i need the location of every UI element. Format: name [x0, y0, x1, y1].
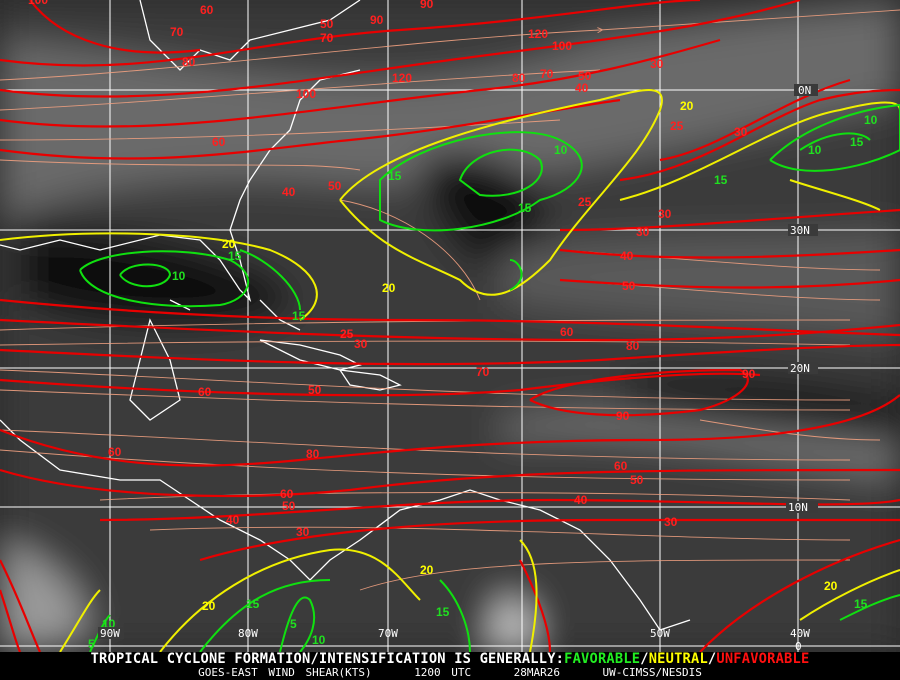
- contour-label: 90: [742, 367, 756, 381]
- contour-label: 30: [734, 125, 748, 139]
- contour-label: 70: [476, 365, 490, 379]
- contour-label: 60: [560, 325, 574, 339]
- latitude-label: 20N: [790, 362, 810, 375]
- product-footer: TROPICAL CYCLONE FORMATION/INTENSIFICATI…: [0, 652, 900, 680]
- contour-label: 20: [382, 281, 396, 295]
- contour-label: 30: [296, 525, 310, 539]
- legend-favorable: FAVORABLE: [564, 651, 641, 667]
- legend-separator: /: [640, 651, 649, 667]
- longitude-label: 90W: [100, 627, 120, 640]
- headline: TROPICAL CYCLONE FORMATION/INTENSIFICATI…: [9, 652, 891, 667]
- contour-label: 15: [714, 173, 728, 187]
- contour-label: 60: [200, 3, 214, 17]
- product-name: GOES-EAST WIND SHEAR(KTS): [198, 666, 372, 679]
- subtitle: GOES-EAST WIND SHEAR(KTS) 1200 UTC 28MAR…: [0, 667, 900, 679]
- contour-label: 50: [578, 69, 592, 83]
- contour-label: 15: [228, 249, 242, 263]
- latitude-label: 10N: [788, 501, 808, 514]
- contour-label: 40: [575, 81, 589, 95]
- contour-label: 100: [296, 87, 316, 101]
- latitude-label: 0N: [798, 84, 811, 97]
- contour-label: 15: [436, 605, 450, 619]
- contour-label: 20: [680, 99, 694, 113]
- longitude-label: 70W: [378, 627, 398, 640]
- contour-label: 70: [170, 25, 184, 39]
- contour-label: 60: [212, 135, 226, 149]
- contour-label: 60: [198, 385, 212, 399]
- contour-label: 60: [108, 445, 122, 459]
- contour-label: 80: [182, 55, 196, 69]
- contour-label: 50: [282, 499, 296, 513]
- contour-label: 10: [554, 143, 568, 157]
- source: UW-CIMSS/NESDIS: [602, 666, 702, 679]
- contour-label: 60: [614, 459, 628, 473]
- contour-label: 30: [650, 57, 664, 71]
- contour-label: 50: [308, 383, 322, 397]
- grid-labels: 90W 80W 70W 50W 40W 0N 30N 20N 10N 0: [98, 84, 818, 652]
- contour-label: 50: [320, 17, 334, 31]
- latitude-label: 30N: [790, 224, 810, 237]
- contour-label: 80: [306, 447, 320, 461]
- valid-time: 1200 UTC: [414, 666, 472, 679]
- contour-label: 25: [340, 327, 354, 341]
- contour-label: 100: [28, 0, 48, 7]
- longitude-label: 50W: [650, 627, 670, 640]
- contour-label: 25: [670, 119, 684, 133]
- map-canvas: 100 60 70 80 50 90 90 70 120 100 30 80 7…: [0, 0, 900, 652]
- neutral-contours: [0, 89, 900, 652]
- contour-label: 50: [622, 279, 636, 293]
- contour-label: 50: [630, 473, 644, 487]
- longitude-label: 40W: [790, 627, 810, 640]
- unfavorable-contours: [0, 0, 900, 652]
- contour-label: 90: [370, 13, 384, 27]
- favorable-contours: [79, 103, 900, 652]
- contour-label: 60: [280, 487, 294, 501]
- contour-label: 10: [864, 113, 878, 127]
- contour-label: 70: [540, 67, 554, 81]
- contour-label: 20: [202, 599, 216, 613]
- contour-label: 80: [512, 71, 526, 85]
- legend-unfavorable: UNFAVORABLE: [716, 651, 810, 667]
- valid-date: 28MAR26: [513, 666, 561, 679]
- legend-separator: /: [707, 651, 717, 667]
- contour-label: 20: [824, 579, 838, 593]
- contour-label: 15: [246, 597, 260, 611]
- legend-neutral: NEUTRAL: [648, 651, 708, 667]
- longitude-label: 80W: [238, 627, 258, 640]
- latitude-label: 0: [795, 640, 802, 652]
- contour-label: 30: [664, 515, 678, 529]
- contour-label: 20: [420, 563, 434, 577]
- contour-label: 40: [620, 249, 634, 263]
- contour-label: 120: [528, 27, 548, 41]
- contour-label: 50: [328, 179, 342, 193]
- streamlines: [0, 9, 900, 591]
- contour-label: 30: [636, 225, 650, 239]
- contour-label: 15: [292, 309, 306, 323]
- contour-label: 40: [226, 513, 240, 527]
- contour-label: 10: [312, 633, 326, 647]
- contour-label: 5: [88, 637, 95, 651]
- contour-label: 25: [578, 195, 592, 209]
- contour-label: 120: [392, 71, 412, 85]
- headline-text: TROPICAL CYCLONE FORMATION/INTENSIFICATI…: [90, 651, 565, 667]
- contour-labels: 100 60 70 80 50 90 90 70 120 100 30 80 7…: [28, 0, 878, 651]
- contour-label: 10: [808, 143, 822, 157]
- contour-label: 15: [518, 201, 532, 215]
- contour-label: 20: [222, 237, 236, 251]
- contour-label: 10: [172, 269, 186, 283]
- contour-label: 30: [658, 207, 672, 221]
- contour-label: 15: [850, 135, 864, 149]
- contour-label: 40: [574, 493, 588, 507]
- contour-label: 90: [420, 0, 434, 11]
- contour-label: 5: [290, 617, 297, 631]
- contour-label: 70: [320, 31, 334, 45]
- contour-label: 40: [282, 185, 296, 199]
- contour-label: 15: [854, 597, 868, 611]
- contour-label: 15: [388, 169, 402, 183]
- contour-label: 80: [626, 339, 640, 353]
- contour-label: 30: [354, 337, 368, 351]
- contour-label: 100: [552, 39, 572, 53]
- contour-label: 90: [616, 409, 630, 423]
